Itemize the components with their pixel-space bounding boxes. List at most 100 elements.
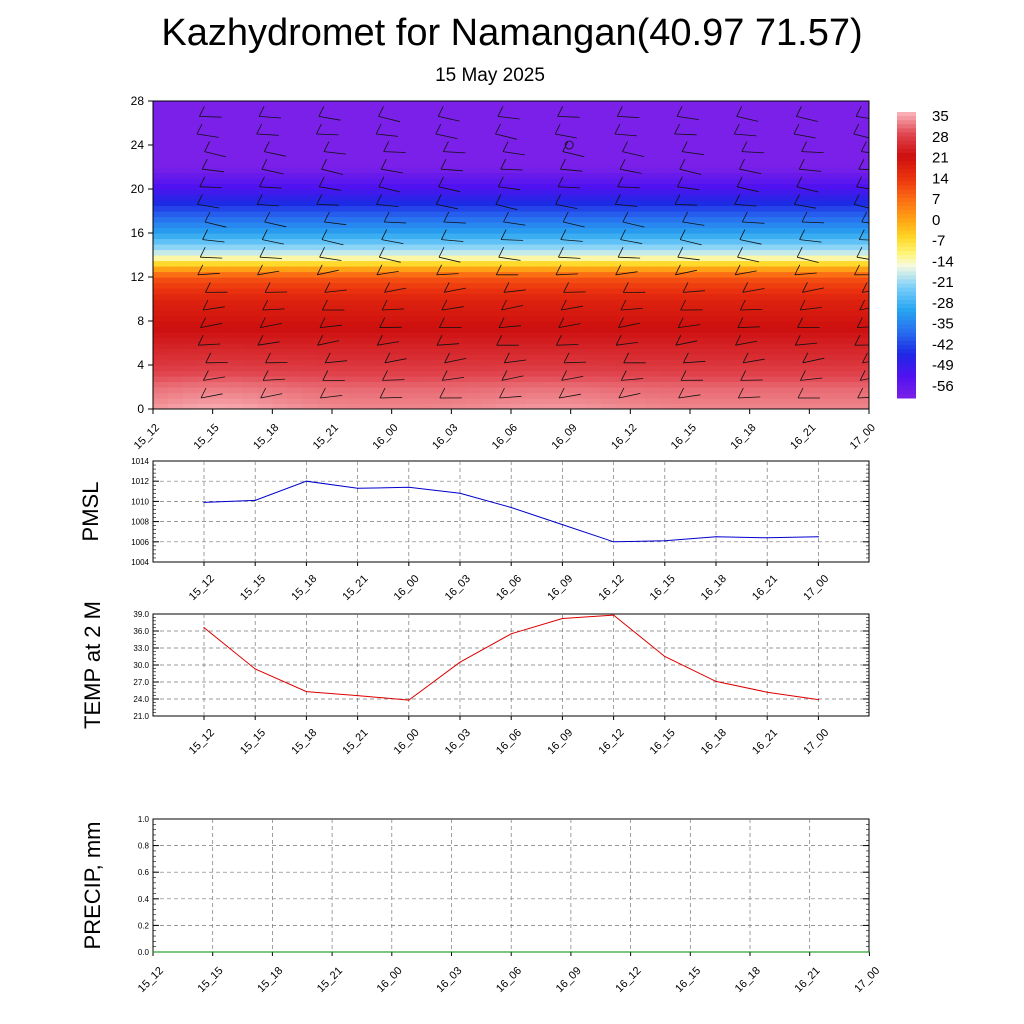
wind-barb (562, 151, 585, 158)
heatmap-cell (481, 403, 497, 409)
heatmap-cell (809, 194, 825, 201)
heatmap-cell (257, 183, 273, 190)
y-tick-label: 21.0 (133, 712, 149, 721)
heatmap-cell (764, 310, 781, 317)
heatmap-cell (406, 205, 423, 212)
heatmap-cell (272, 326, 288, 333)
heatmap-cell (511, 277, 527, 284)
wind-barb-flag (502, 141, 509, 152)
heatmap-cell (794, 282, 810, 289)
heatmap-cell (481, 337, 497, 344)
heatmap-cell (719, 271, 736, 278)
wind-barb-flag (441, 299, 448, 311)
heatmap-cell (704, 178, 721, 185)
heatmap-cell (436, 266, 452, 273)
heatmap-cell (794, 139, 810, 146)
heatmap-cell (824, 233, 840, 240)
heatmap-cell (570, 365, 587, 372)
heatmap-cell (481, 348, 497, 355)
wind-barb-flag (259, 247, 266, 258)
heatmap-cell (734, 150, 751, 157)
wind-barb-flag (614, 194, 621, 205)
wind-barb (503, 151, 525, 156)
heatmap-cell (704, 249, 721, 256)
heatmap-cell (346, 161, 363, 168)
heatmap-cell (645, 145, 661, 152)
wind-barb-flag (680, 370, 687, 381)
heatmap-cell (212, 299, 229, 306)
heatmap-cell (525, 299, 542, 306)
heatmap-cell (257, 288, 273, 295)
heatmap-cell (645, 315, 661, 322)
heatmap-cell (809, 337, 825, 344)
heatmap-cell (570, 145, 587, 152)
heatmap-cell (317, 332, 333, 339)
wind-barb-flag (563, 282, 569, 293)
heatmap-cell (555, 299, 572, 306)
heatmap-cell (854, 139, 869, 146)
heatmap-cell (317, 112, 333, 119)
heatmap-cell (734, 178, 751, 185)
heatmap-cell (764, 117, 781, 124)
heatmap-cell (242, 139, 259, 146)
heatmap-cell (332, 348, 348, 355)
heatmap-cell (481, 260, 497, 267)
heatmap-cell (436, 205, 452, 212)
heatmap-cell (406, 216, 423, 223)
heatmap-cell (690, 255, 706, 262)
heatmap-cell (197, 277, 214, 284)
heatmap-cell (496, 398, 512, 405)
heatmap-cell (153, 156, 169, 163)
heatmap-cell (555, 106, 572, 113)
heatmap-cell (167, 178, 184, 185)
heatmap-cell (779, 376, 796, 383)
heatmap-cell (197, 244, 214, 251)
heatmap-cell (615, 277, 631, 284)
series-point (510, 951, 512, 953)
heatmap-cell (511, 271, 527, 278)
heatmap-cell (704, 326, 721, 333)
heatmap-cell (675, 381, 691, 388)
heatmap-cell (794, 112, 810, 119)
heatmap-cell (361, 134, 378, 141)
y-tick-label: 0.0 (138, 948, 150, 957)
heatmap-cell (257, 189, 273, 196)
heatmap-cell (421, 293, 438, 300)
wind-barb (683, 360, 706, 364)
heatmap-cell (481, 288, 497, 295)
heatmap-cell (809, 288, 825, 295)
heatmap-cell (540, 233, 557, 240)
heatmap-cell (764, 227, 781, 234)
heatmap-cell (749, 112, 766, 119)
heatmap-cell (734, 304, 751, 311)
heatmap-cell (675, 332, 691, 339)
heatmap-cell (809, 128, 825, 135)
heatmap-cell (615, 326, 631, 333)
heatmap-cell (242, 266, 259, 273)
wind-barb-flag (735, 335, 741, 346)
wind-barb (197, 204, 220, 209)
heatmap-cell (496, 403, 512, 409)
heatmap-cell (182, 211, 199, 218)
heatmap-cell (287, 337, 303, 344)
heatmap-cell (690, 178, 706, 185)
heatmap-cell (466, 194, 482, 201)
heatmap-cell (540, 145, 557, 152)
wind-barb-flag (917, 388, 922, 398)
heatmap-cell (675, 128, 691, 135)
heatmap-cell (167, 117, 184, 124)
heatmap-cell (854, 211, 869, 218)
heatmap-cell (242, 150, 259, 157)
heatmap-cell (854, 403, 869, 409)
heatmap-cell (794, 150, 810, 157)
heatmap-cell (540, 315, 557, 322)
heatmap-cell (346, 123, 363, 130)
heatmap-cell (600, 293, 617, 300)
heatmap-cell (496, 238, 512, 245)
heatmap-cell (302, 211, 318, 218)
heatmap-cell (287, 332, 303, 339)
heatmap-cell (585, 326, 602, 333)
heatmap-cell (525, 310, 542, 317)
heatmap-cell (496, 282, 512, 289)
wind-barb-flag (498, 317, 505, 328)
